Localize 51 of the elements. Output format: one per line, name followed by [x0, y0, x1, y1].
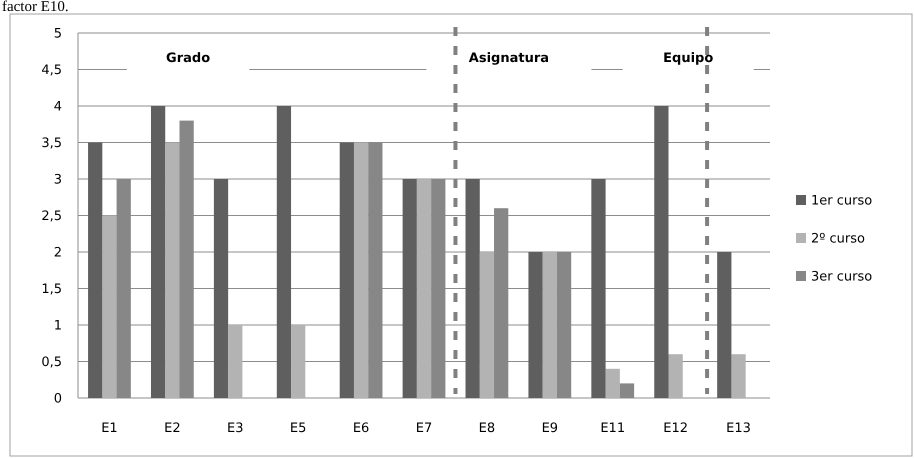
bar: [528, 252, 543, 398]
x-tick-label: E1: [101, 421, 118, 436]
bar: [228, 325, 242, 398]
bar: [102, 216, 117, 398]
y-tick-label: 0: [54, 392, 62, 407]
bar: [731, 354, 746, 398]
legend-label: 1er curso: [811, 194, 872, 209]
x-tick-label: E3: [227, 421, 244, 436]
text: factor E10.: [2, 0, 69, 15]
bar: [480, 252, 494, 398]
bar: [416, 179, 432, 398]
bar: [340, 142, 354, 398]
bar: [717, 252, 732, 398]
bar: [276, 106, 292, 398]
bar: [542, 252, 557, 398]
bar: [591, 179, 606, 398]
x-tick-label: E6: [352, 421, 370, 436]
bar: [291, 325, 306, 398]
y-tick-label: 3: [54, 172, 62, 188]
y-tick-label: 2,5: [41, 209, 62, 224]
y-tick-label: 4: [54, 100, 62, 115]
annotation: Equipo: [663, 51, 714, 66]
bar: [466, 179, 480, 398]
bar: [165, 142, 180, 398]
y-tick-label: 4,5: [41, 63, 62, 78]
y-tick-label: 1: [54, 318, 62, 334]
bar: [150, 106, 166, 398]
x-tick-label: E12: [663, 421, 688, 436]
y-tick-label: 0,5: [41, 355, 62, 370]
y-tick-label: 3,5: [41, 136, 62, 152]
bar: [88, 142, 102, 398]
x-tick-label: E8: [478, 421, 496, 436]
bar: [354, 142, 368, 398]
y-tick-label: 2: [54, 246, 62, 261]
annotation: Grado: [166, 51, 210, 66]
legend-label: 2º curso: [811, 232, 866, 247]
x-tick-label: E2: [164, 421, 181, 436]
x-tick-label: E5: [290, 421, 306, 436]
bar: [668, 354, 683, 398]
x-tick-label: E9: [542, 421, 558, 436]
bar: [606, 368, 620, 398]
y-tick-label: 1,5: [41, 282, 62, 298]
x-tick-label: E13: [726, 421, 751, 436]
x-tick-label: E7: [416, 421, 432, 436]
legend-label: 3er curso: [811, 270, 872, 285]
annotation: Asignatura: [468, 51, 550, 66]
bar: [654, 106, 669, 398]
bar: [214, 179, 228, 398]
y-tick-label: 5: [54, 26, 62, 42]
bar: [402, 179, 417, 398]
x-tick-label: E11: [600, 421, 626, 436]
